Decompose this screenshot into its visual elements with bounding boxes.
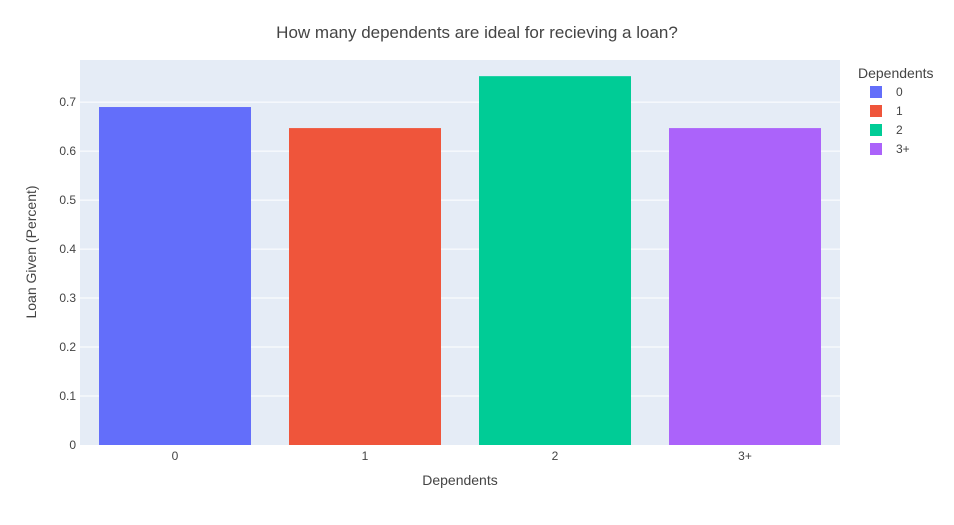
legend-label: 3+ <box>896 142 910 156</box>
legend-label: 0 <box>896 85 903 99</box>
x-tick-label: 0 <box>172 449 179 463</box>
bars <box>99 76 821 446</box>
legend-item[interactable]: 1 <box>870 104 903 118</box>
bar-2[interactable] <box>479 76 631 445</box>
legend-item[interactable]: 3+ <box>870 142 910 156</box>
y-tick-label: 0 <box>69 438 76 452</box>
chart-title: How many dependents are ideal for reciev… <box>276 23 678 42</box>
x-tick-label: 3+ <box>738 449 752 463</box>
legend-title: Dependents <box>858 65 934 81</box>
y-tick-label: 0.2 <box>59 340 76 354</box>
x-axis-title: Dependents <box>422 472 498 488</box>
legend-swatch <box>870 86 882 98</box>
x-axis-ticks: 0 1 2 3+ <box>172 449 752 463</box>
legend-label: 2 <box>896 123 903 137</box>
y-tick-label: 0.3 <box>59 291 76 305</box>
bar-1[interactable] <box>289 128 441 445</box>
bar-3plus[interactable] <box>669 128 821 445</box>
y-tick-label: 0.1 <box>59 389 76 403</box>
legend-swatch <box>870 124 882 136</box>
legend-swatch <box>870 105 882 117</box>
bar-0[interactable] <box>99 107 251 446</box>
x-tick-label: 2 <box>552 449 559 463</box>
legend-item[interactable]: 0 <box>870 85 903 99</box>
legend-swatch <box>870 143 882 155</box>
legend-label: 1 <box>896 104 903 118</box>
legend[interactable]: Dependents 0 1 2 3+ <box>858 65 934 156</box>
y-tick-label: 0.6 <box>59 144 76 158</box>
y-axis-title: Loan Given (Percent) <box>23 185 39 318</box>
legend-item[interactable]: 2 <box>870 123 903 137</box>
y-axis-ticks: 0 0.1 0.2 0.3 0.4 0.5 0.6 0.7 <box>59 95 76 452</box>
x-tick-label: 1 <box>362 449 369 463</box>
y-tick-label: 0.4 <box>59 242 76 256</box>
y-tick-label: 0.7 <box>59 95 76 109</box>
y-tick-label: 0.5 <box>59 193 76 207</box>
